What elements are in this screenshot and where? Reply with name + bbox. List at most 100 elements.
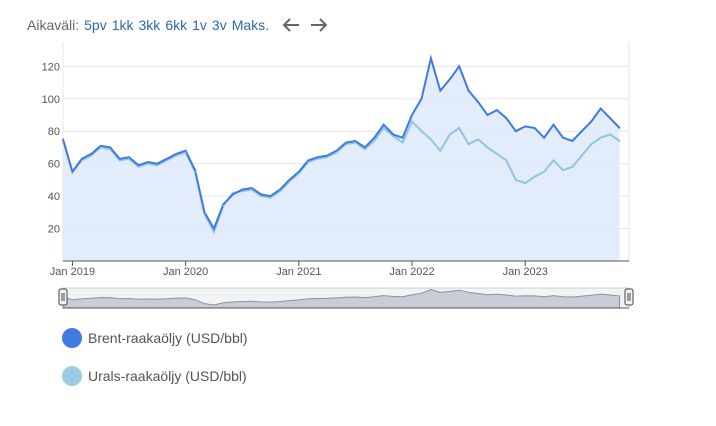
point-urals <box>307 161 310 163</box>
navigator-handle-right[interactable] <box>624 288 634 306</box>
range-option-3kk[interactable]: 3kk <box>138 17 161 33</box>
point-brent <box>307 159 310 162</box>
legend-marker-brent <box>62 328 82 348</box>
point-brent <box>316 156 319 158</box>
point-urals <box>430 138 432 141</box>
point-urals <box>392 135 394 137</box>
point-urals <box>118 159 121 162</box>
point-urals <box>137 166 140 168</box>
point-brent <box>515 130 517 133</box>
point-urals <box>496 153 498 155</box>
point-urals <box>165 159 168 162</box>
brent-area <box>63 58 620 262</box>
legend-item-brent[interactable]: Brent-raakaöljy (USD/bbl) <box>62 328 248 348</box>
point-urals <box>505 159 508 162</box>
point-brent <box>609 117 611 120</box>
point-urals <box>524 182 527 184</box>
range-option-max[interactable]: Maks. <box>231 17 270 33</box>
point-urals <box>241 190 244 193</box>
point-brent <box>99 145 102 147</box>
point-urals <box>562 169 564 171</box>
point-brent <box>232 193 234 196</box>
point-urals <box>571 166 574 168</box>
y-tick-label: 80 <box>48 126 60 138</box>
point-brent <box>128 156 130 158</box>
x-tick-label: Jan 2021 <box>276 266 321 278</box>
point-urals <box>335 151 338 154</box>
point-brent <box>147 161 149 163</box>
range-option-1v[interactable]: 1v <box>192 17 207 33</box>
navigator-handle-left[interactable] <box>58 288 68 306</box>
point-brent <box>62 138 64 141</box>
point-urals <box>232 192 234 194</box>
point-urals <box>222 205 225 207</box>
point-brent <box>109 146 111 149</box>
point-brent <box>156 162 159 165</box>
legend-label-urals: Urals-raakaöljy (USD/bbl) <box>88 368 247 384</box>
point-brent <box>543 136 545 139</box>
point-urals <box>486 146 489 149</box>
range-option-3v[interactable]: 3v <box>211 17 227 33</box>
point-brent <box>533 127 536 129</box>
point-brent <box>458 65 461 68</box>
point-urals <box>533 175 536 178</box>
point-brent <box>279 188 281 191</box>
point-brent <box>184 149 187 152</box>
point-urals <box>354 141 357 144</box>
point-urals <box>250 188 253 191</box>
legend-label-brent: Brent-raakaöljy (USD/bbl) <box>88 330 248 346</box>
point-urals <box>345 143 347 145</box>
point-urals <box>373 140 376 142</box>
point-brent <box>552 123 555 126</box>
point-urals <box>316 158 319 160</box>
point-urals <box>128 158 130 160</box>
point-brent <box>81 158 83 160</box>
point-urals <box>599 136 602 139</box>
point-urals <box>458 127 461 129</box>
arrow-left-icon[interactable] <box>280 15 302 35</box>
range-option-1kk[interactable]: 1kk <box>111 17 134 33</box>
point-urals <box>609 133 611 136</box>
point-brent <box>326 154 328 157</box>
y-tick-label: 120 <box>42 61 60 73</box>
point-urals <box>401 141 404 144</box>
point-urals <box>203 213 206 215</box>
point-urals <box>477 138 479 141</box>
point-urals <box>279 190 281 193</box>
legend-item-urals[interactable]: Urals-raakaöljy (USD/bbl) <box>62 366 247 386</box>
point-brent <box>213 227 215 230</box>
point-urals <box>213 231 215 233</box>
point-urals <box>288 180 291 183</box>
point-brent <box>137 164 140 167</box>
point-brent <box>345 141 347 144</box>
point-brent <box>260 193 262 196</box>
range-option-5pv[interactable]: 5pv <box>84 17 107 33</box>
point-brent <box>411 114 413 116</box>
legend-marker-urals <box>62 366 82 386</box>
point-brent <box>194 169 196 171</box>
point-brent <box>524 125 527 128</box>
range-option-6kk[interactable]: 6kk <box>165 17 188 33</box>
point-urals <box>269 196 272 199</box>
point-urals <box>175 154 177 157</box>
point-brent <box>269 195 272 197</box>
point-brent <box>496 109 498 111</box>
point-urals <box>448 133 451 136</box>
x-tick-label: Jan 2020 <box>163 266 208 278</box>
point-brent <box>222 203 225 206</box>
point-brent <box>364 146 366 149</box>
arrow-right-icon[interactable] <box>308 15 330 35</box>
point-brent <box>439 89 442 92</box>
point-brent <box>618 127 621 129</box>
range-label: Aikaväli: <box>27 17 80 33</box>
x-tick-label: Jan 2022 <box>389 266 434 278</box>
point-brent <box>590 120 593 123</box>
point-urals <box>326 156 328 158</box>
point-urals <box>590 143 593 145</box>
point-urals <box>260 195 262 197</box>
x-tick-label: Jan 2019 <box>50 266 95 278</box>
point-brent <box>571 140 574 142</box>
navigator-series <box>62 288 621 309</box>
point-urals <box>194 170 196 173</box>
